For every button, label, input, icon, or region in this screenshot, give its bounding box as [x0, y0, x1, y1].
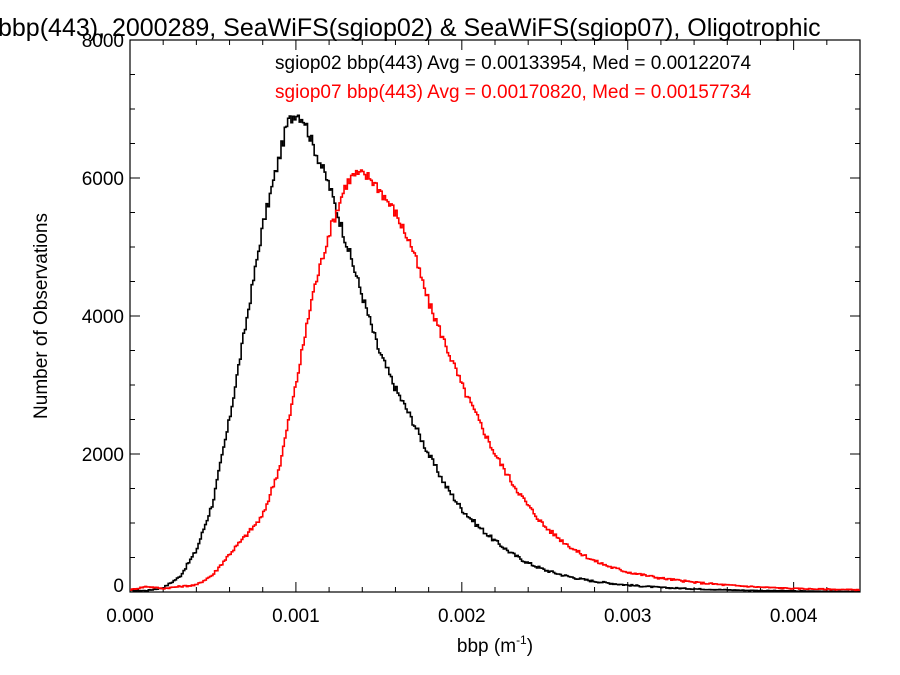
y-tick-label-4: 8000	[82, 31, 124, 52]
series-line-0	[130, 114, 860, 593]
x-axis-label-text: bbp (m	[457, 636, 516, 657]
annotation-sgiop02: sgiop02 bbp(443) Avg = 0.00133954, Med =…	[275, 53, 752, 74]
y-tick-label-1: 2000	[82, 445, 124, 466]
x-tick-label-4: 0.004	[770, 606, 818, 627]
chart-title: bbp(443), 2000289, SeaWiFS(sgiop02) & Se…	[0, 14, 821, 42]
x-tick-label-0: 0.000	[106, 606, 154, 627]
y-axis-label: Number of Observations	[31, 213, 52, 419]
plot-frame	[129, 39, 861, 593]
x-tick-label-3: 0.003	[604, 606, 652, 627]
annotation-sgiop07: sgiop07 bbp(443) Avg = 0.00170820, Med =…	[275, 82, 752, 103]
x-tick-label-2: 0.002	[438, 606, 486, 627]
series-layer	[130, 114, 860, 593]
series-line-1	[130, 169, 860, 592]
x-axis-label-close: )	[527, 636, 533, 657]
y-tick-label-3: 6000	[82, 169, 124, 190]
x-tick-label-1: 0.001	[272, 606, 320, 627]
x-axis-label: bbp (m-1)	[457, 633, 533, 657]
x-axis-label-superscript: -1	[516, 633, 527, 647]
axis-ticks: 0.000 0.001 0.002 0.003 0.004 0 2000 4000 6000 80…	[82, 31, 861, 627]
y-tick-label-2: 4000	[82, 307, 124, 328]
y-tick-label-0: 0	[113, 576, 124, 597]
